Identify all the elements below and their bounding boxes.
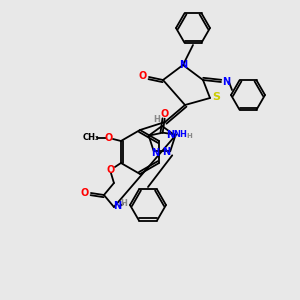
Text: N: N — [151, 148, 159, 158]
Text: O: O — [81, 188, 89, 198]
Text: N: N — [162, 147, 170, 157]
Text: H: H — [121, 199, 128, 208]
Text: O: O — [105, 133, 113, 143]
Text: O: O — [139, 71, 147, 81]
Text: S: S — [212, 92, 220, 102]
Text: N: N — [222, 77, 230, 87]
Text: NH: NH — [174, 130, 188, 139]
Text: O: O — [107, 165, 115, 175]
Text: N: N — [166, 130, 174, 140]
Text: O: O — [160, 109, 169, 119]
Text: H: H — [154, 115, 160, 124]
Text: N: N — [113, 201, 121, 211]
Text: N: N — [179, 60, 187, 70]
Text: CH₃: CH₃ — [82, 134, 99, 142]
Text: H: H — [187, 133, 193, 139]
